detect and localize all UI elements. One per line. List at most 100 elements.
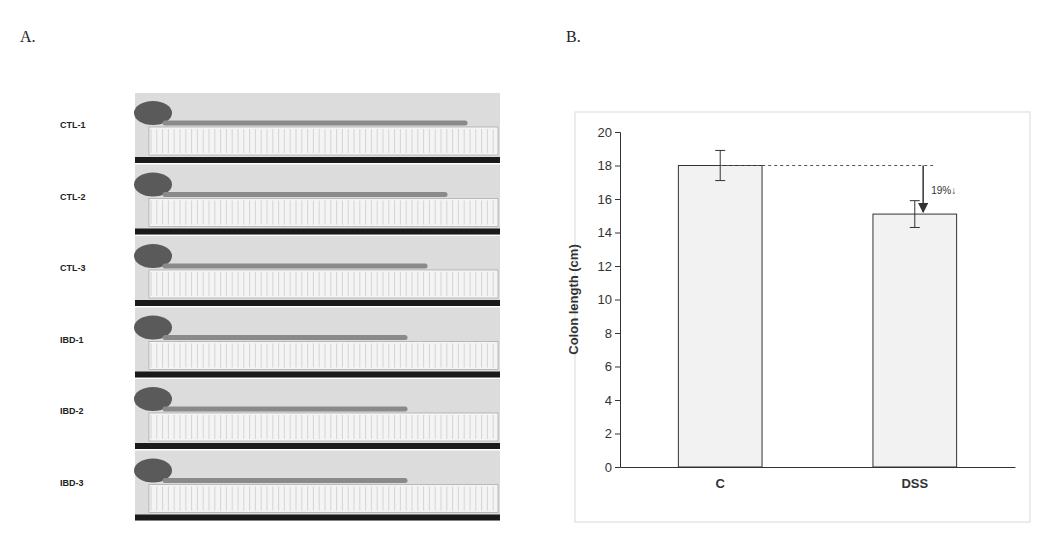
- ruler-line: [406, 344, 407, 368]
- ruler-line: [180, 272, 181, 296]
- ruler-line: [412, 129, 413, 153]
- colon-tissue: [165, 192, 445, 197]
- photo-strip: [134, 236, 500, 306]
- ruler-line: [197, 201, 198, 225]
- ruler-line: [313, 487, 314, 511]
- ruler-line: [475, 487, 476, 511]
- ruler-line: [487, 272, 488, 296]
- bar: [678, 166, 762, 468]
- ruler-line: [278, 129, 279, 153]
- ruler-line: [330, 129, 331, 153]
- ruler-line: [458, 272, 459, 296]
- ruler-line: [377, 129, 378, 153]
- ruler-line: [232, 201, 233, 225]
- ruler: [149, 485, 498, 513]
- ruler-line: [151, 344, 152, 368]
- ruler-line: [261, 415, 262, 439]
- ruler-line: [249, 129, 250, 153]
- ruler-line: [359, 129, 360, 153]
- ruler-line: [377, 344, 378, 368]
- ruler-line: [493, 415, 494, 439]
- y-tick: 16: [598, 192, 620, 207]
- ruler-line: [220, 487, 221, 511]
- ruler-line: [168, 415, 169, 439]
- ruler-line: [296, 201, 297, 225]
- ruler-line: [383, 487, 384, 511]
- ruler-line: [342, 201, 343, 225]
- colon-tissue: [165, 335, 405, 340]
- y-tick-label: 12: [598, 259, 612, 274]
- ruler-line: [301, 415, 302, 439]
- ruler-line: [284, 344, 285, 368]
- ruler-line: [458, 201, 459, 225]
- ruler-line: [180, 201, 181, 225]
- photo-background: [135, 308, 500, 378]
- ruler-line: [191, 201, 192, 225]
- ruler-line: [151, 487, 152, 511]
- bar: [873, 214, 957, 467]
- ruler-line: [238, 415, 239, 439]
- ruler-line: [452, 415, 453, 439]
- ruler-line: [441, 344, 442, 368]
- ruler-line: [481, 487, 482, 511]
- ruler-line: [296, 487, 297, 511]
- ruler-line: [168, 201, 169, 225]
- ruler-line: [255, 487, 256, 511]
- ruler-line: [365, 272, 366, 296]
- photo-strip: [134, 165, 500, 235]
- ruler-line: [214, 272, 215, 296]
- ruler-line: [255, 129, 256, 153]
- photo-strip: [134, 308, 500, 378]
- ruler: [149, 127, 498, 155]
- ruler-line: [359, 344, 360, 368]
- y-tick-label: 4: [605, 393, 612, 408]
- ruler-line: [475, 344, 476, 368]
- ruler-line: [342, 272, 343, 296]
- ruler-line: [255, 415, 256, 439]
- ruler-line: [452, 344, 453, 368]
- annotation: 19%↓: [720, 166, 956, 213]
- y-axis-line: [615, 133, 621, 468]
- ruler-line: [365, 129, 366, 153]
- ruler-line: [481, 272, 482, 296]
- ruler-line: [180, 415, 181, 439]
- ruler-line: [203, 129, 204, 153]
- x-tick: DSS: [901, 467, 928, 491]
- ruler-line: [354, 272, 355, 296]
- ruler-line: [412, 344, 413, 368]
- ruler-line: [348, 344, 349, 368]
- ruler-line: [243, 272, 244, 296]
- ruler-line: [209, 487, 210, 511]
- ruler-line: [388, 272, 389, 296]
- ruler-line: [342, 129, 343, 153]
- y-tick-mark: [615, 367, 620, 368]
- photo-label: CTL-3: [60, 263, 86, 273]
- ruler-line: [232, 487, 233, 511]
- ruler-line: [423, 272, 424, 296]
- ruler-line: [348, 201, 349, 225]
- ruler-line: [371, 129, 372, 153]
- ruler-line: [261, 487, 262, 511]
- ruler-line: [272, 129, 273, 153]
- ruler-line: [307, 487, 308, 511]
- y-tick-mark: [615, 400, 620, 401]
- ruler-line: [400, 415, 401, 439]
- ruler-line: [168, 344, 169, 368]
- ruler-line: [371, 487, 372, 511]
- ruler-line: [342, 487, 343, 511]
- ruler-line: [371, 272, 372, 296]
- ruler-line: [429, 415, 430, 439]
- ruler-line: [383, 129, 384, 153]
- y-tick-mark: [615, 199, 620, 200]
- ruler-line: [220, 344, 221, 368]
- ruler-line: [383, 344, 384, 368]
- ruler-line: [191, 487, 192, 511]
- ruler-line: [296, 272, 297, 296]
- colon-tissue: [165, 121, 465, 126]
- ruler-line: [232, 415, 233, 439]
- ruler-line: [394, 415, 395, 439]
- ruler-line: [330, 201, 331, 225]
- ruler: [149, 413, 498, 441]
- ruler-line: [365, 201, 366, 225]
- ruler-line: [191, 344, 192, 368]
